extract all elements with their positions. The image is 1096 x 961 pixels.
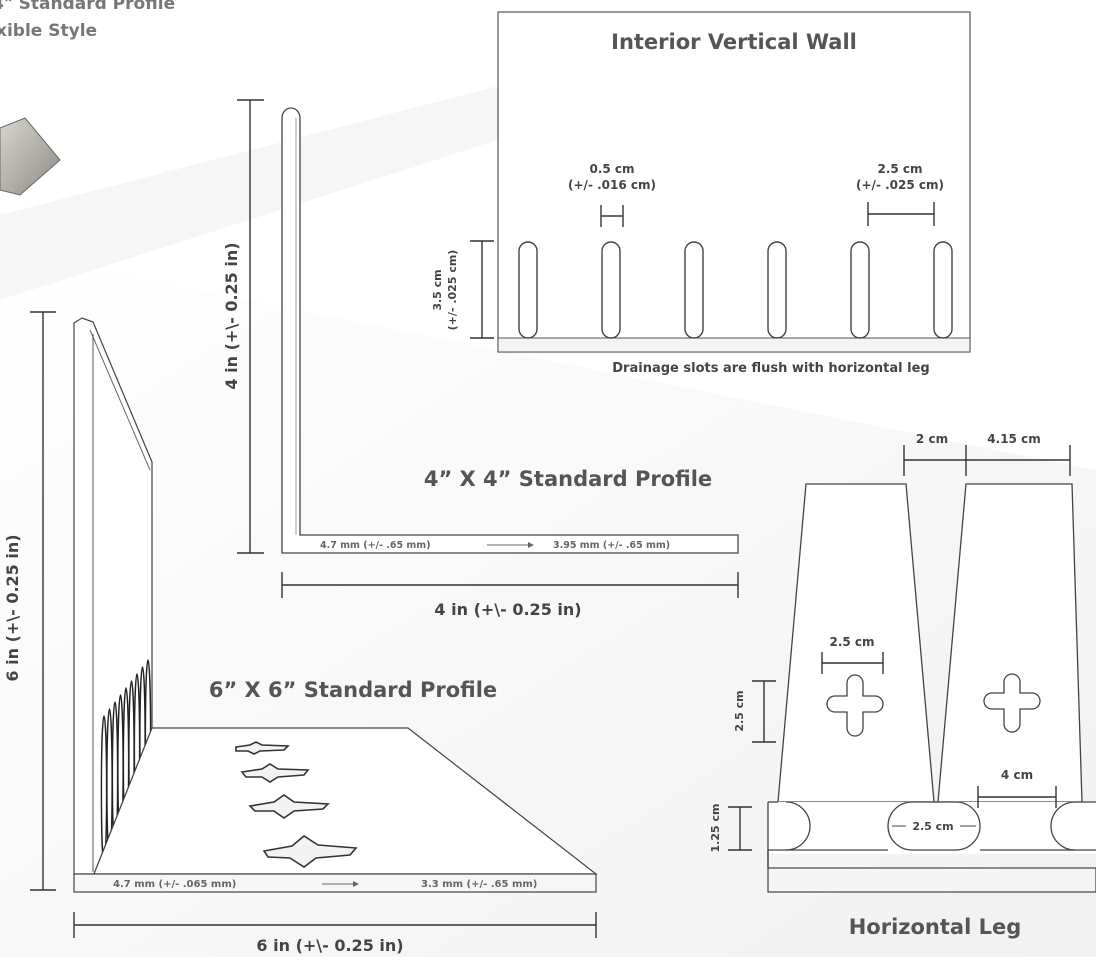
slot-height-dimline [470, 240, 494, 339]
profile-4-thickness-left: 4.7 mm (+/- .65 mm) [320, 540, 431, 551]
leg-cross-width-dimline [821, 652, 884, 674]
drainage-slot [518, 241, 538, 339]
fragment-line-2: xible Style [0, 21, 97, 41]
leg-top-dimlines [903, 445, 1071, 476]
leg-cross-left [826, 674, 884, 737]
leg-top-width-dim: 4.15 cm [987, 432, 1040, 446]
plate-thumbnail [0, 117, 61, 196]
profile-6-height-dim: 6 in (+\- 0.25 in) [3, 534, 22, 681]
profile-6-drawing: 6 in (+\- 0.25 in) 6 in (+\- 0.25 in) 4.… [3, 311, 598, 955]
interior-wall-frame [497, 11, 971, 353]
slot-gap-tol: (+/- .025 cm) [856, 178, 944, 192]
profile-6-arrow-head [353, 881, 359, 887]
profile-6-height-dimline [30, 311, 56, 891]
horizontal-leg-drawing: 2 cm 4.15 cm 2.5 cm 2.5 cm 1.25 cm 2.5 c… [709, 432, 1096, 939]
profile-4-title: 4” X 4” Standard Profile [424, 467, 712, 491]
horizontal-leg-title: Horizontal Leg [849, 915, 1022, 939]
leg-notch-height-dim: 1.25 cm [709, 804, 722, 853]
slot-width-tol: (+/- .016 cm) [568, 178, 656, 192]
drainage-slot [767, 241, 787, 339]
drainage-slots [518, 241, 953, 339]
profile-4-thickness-right: 3.95 mm (+/- .65 mm) [553, 540, 670, 551]
profile-6-thickness-right: 3.3 mm (+/- .65 mm) [421, 879, 537, 890]
profile-4-drawing: 4 in (+\- 0.25 in) 4 in (+\- 0.25 in) 4.… [222, 99, 739, 619]
leg-bottom-gap-dimline [977, 786, 1057, 808]
drainage-slot [601, 241, 621, 339]
slot-gap-dimline [867, 202, 935, 226]
leg-base-strip [767, 867, 1096, 893]
leg-bottom-slot [887, 801, 981, 851]
wall-base-strip [497, 337, 971, 353]
profile-4-height-dim: 4 in (+\- 0.25 in) [222, 242, 241, 389]
leg-slot-width-dim: 2.5 cm [912, 820, 953, 833]
leg-cross-right [983, 673, 1041, 733]
leg-cross-height-dim: 2.5 cm [733, 690, 746, 731]
fragment-line-1: 4" Standard Profile [0, 0, 175, 14]
profile-6-leg-slots [235, 741, 358, 868]
drainage-note: Drainage slots are flush with horizontal… [612, 361, 929, 376]
drainage-slot [933, 241, 953, 339]
profile-4-width-dim: 4 in (+\- 0.25 in) [434, 600, 581, 619]
slot-height-dim: 3.5 cm [431, 269, 444, 310]
background-shade-2 [0, 70, 560, 300]
leg-cross-height-dimline [752, 680, 776, 743]
leg-bottom-gap-dim: 4 cm [1001, 768, 1033, 782]
interior-wall-title: Interior Vertical Wall [611, 30, 857, 54]
profile-6-wall-edge [89, 329, 151, 471]
profile-6-title: 6” X 6” Standard Profile [209, 678, 497, 702]
leg-cross-width-dim: 2.5 cm [829, 635, 874, 649]
profile-4-outline [281, 107, 739, 554]
slot-width-dim: 0.5 cm [589, 162, 634, 176]
leg-notch-height-dimline [728, 806, 752, 851]
slot-width-dimline [600, 205, 624, 227]
profile-6-thickness-left: 4.7 mm (+/- .065 mm) [113, 879, 236, 890]
profile-4-height-dimline [237, 99, 264, 554]
profile-4-width-dimline [281, 572, 739, 598]
slot-gap-dim: 2.5 cm [877, 162, 922, 176]
profile-4-arrow-head [528, 542, 534, 548]
drainage-slot [684, 241, 704, 339]
drainage-slot [850, 241, 870, 339]
profile-6-width-dim: 6 in (+\- 0.25 in) [256, 936, 403, 955]
slot-height-tol: (+/- .025 cm) [446, 250, 459, 331]
leg-gap-dim: 2 cm [916, 432, 948, 446]
interior-wall-panel: Interior Vertical Wall 0.5 cm (+/- .016 … [431, 11, 971, 376]
leg-notch-right [1050, 801, 1096, 851]
leg-notch-left [785, 801, 811, 851]
profile-6-leg-edge [73, 873, 597, 893]
profile-6-width-dimline [73, 912, 597, 938]
